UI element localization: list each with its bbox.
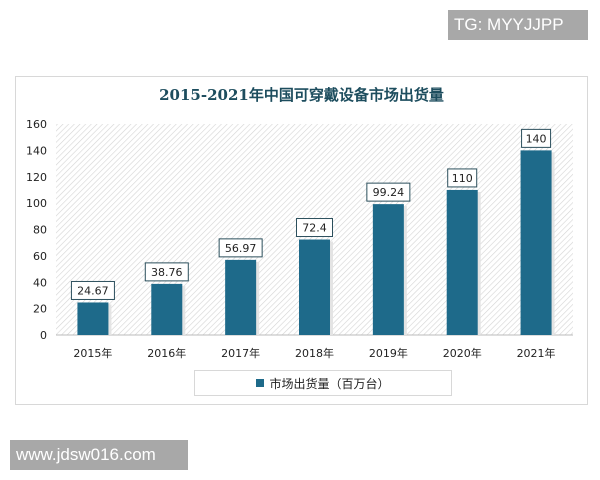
data-label-box xyxy=(366,182,411,202)
x-tick-label: 2021年 xyxy=(517,346,556,360)
y-tick-label: 80 xyxy=(33,224,47,237)
x-tick-label: 2020年 xyxy=(443,346,482,360)
y-tick-label: 160 xyxy=(26,118,47,131)
y-tick-label: 40 xyxy=(33,276,47,289)
bar xyxy=(299,239,330,335)
bar xyxy=(225,259,257,335)
y-tick-label: 140 xyxy=(26,144,47,157)
data-label: 140 xyxy=(526,132,547,145)
data-label-box xyxy=(218,238,263,258)
x-tick-label: 2019年 xyxy=(369,346,408,360)
data-label: 110 xyxy=(452,172,473,185)
bar xyxy=(372,204,404,335)
chart-title: 2015-2021年中国可穿戴设备市场出货量 xyxy=(159,86,444,104)
bar xyxy=(520,150,552,335)
data-label-box xyxy=(296,218,333,238)
bar xyxy=(151,283,183,335)
data-label-box xyxy=(70,280,115,300)
legend-label: 市场出货量（百万台） xyxy=(269,376,390,391)
y-tick-label: 60 xyxy=(33,250,47,263)
y-tick-label: 20 xyxy=(33,303,47,316)
x-tick-label: 2015年 xyxy=(73,346,112,360)
data-label: 38.76 xyxy=(151,266,183,279)
y-tick-label: 100 xyxy=(26,197,47,210)
chart-frame xyxy=(15,76,588,405)
legend-swatch xyxy=(256,379,265,387)
data-label-box xyxy=(447,168,478,188)
y-tick-label: 0 xyxy=(40,329,47,342)
watermark-bottom: www.jdsw016.com xyxy=(10,440,188,470)
data-label: 72.4 xyxy=(302,222,327,235)
data-label: 99.24 xyxy=(373,186,405,199)
data-label-box xyxy=(144,262,189,282)
x-tick-label: 2016年 xyxy=(147,346,186,360)
watermark-top: TG: MYYJJPP xyxy=(448,10,588,40)
x-tick-label: 2018年 xyxy=(295,346,334,360)
bar xyxy=(77,302,109,335)
data-label: 56.97 xyxy=(225,242,257,255)
y-tick-label: 120 xyxy=(26,171,47,184)
x-tick-label: 2017年 xyxy=(221,346,260,360)
legend: 市场出货量（百万台） xyxy=(194,370,452,396)
data-label: 24.67 xyxy=(77,284,109,297)
bar xyxy=(446,189,478,335)
data-label-box xyxy=(521,128,552,148)
